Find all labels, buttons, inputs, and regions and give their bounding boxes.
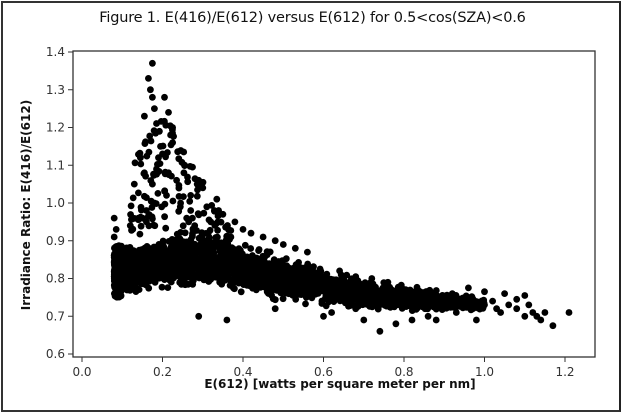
data-points xyxy=(110,59,573,335)
y-tick-label: 1.4 xyxy=(46,45,65,59)
figure-border xyxy=(1,1,621,412)
y-tick-label: 1.3 xyxy=(46,83,65,97)
y-tick-label: 0.6 xyxy=(46,347,65,361)
x-tick-label: 0.2 xyxy=(153,365,172,379)
x-tick-label: 0.4 xyxy=(233,365,252,379)
y-tick-label: 1.0 xyxy=(46,196,65,210)
chart-title: Figure 1. E(416)/E(612) versus E(612) fo… xyxy=(99,10,526,26)
y-tick-label: 0.7 xyxy=(46,309,65,323)
y-tick-label: 0.9 xyxy=(46,234,65,248)
y-tick-label: 0.8 xyxy=(46,272,65,286)
x-tick-label: 0.0 xyxy=(72,365,91,379)
x-tick-label: 0.6 xyxy=(314,365,333,379)
x-tick-label: 1.0 xyxy=(475,365,494,379)
x-axis-label: E(612) [watts per square meter per nm] xyxy=(204,377,476,391)
x-tick-label: 0.8 xyxy=(394,365,413,379)
y-tick-label: 1.2 xyxy=(46,121,65,135)
x-tick-label: 1.2 xyxy=(555,365,574,379)
plot-frame xyxy=(72,50,596,358)
x-axis-ticks: 0.0 0.2 0.4 0.6 0.8 1.0 1.2 xyxy=(72,357,575,379)
y-tick-label: 1.1 xyxy=(46,158,65,172)
y-axis-ticks: 0.6 0.7 0.8 0.9 1.0 1.1 1.2 1.3 1.4 xyxy=(46,45,73,361)
